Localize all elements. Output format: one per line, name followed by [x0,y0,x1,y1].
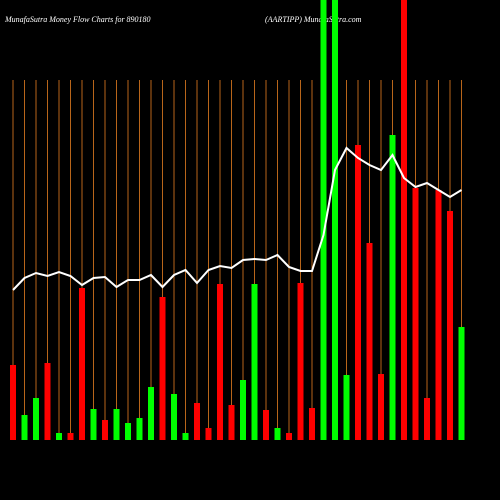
bar [447,211,453,440]
bar [217,284,223,440]
bar [332,0,338,440]
bar [113,409,120,440]
bar [355,145,361,440]
bar [21,415,28,440]
bar [286,433,292,440]
bar [263,410,269,440]
bar [274,428,281,440]
bar [251,284,258,440]
money-flow-line [12,146,463,291]
bar [33,398,39,440]
bar [458,327,465,440]
bar [171,394,177,440]
bar [125,423,131,440]
bar [44,363,51,440]
chart-title: MunafaSutra Money Flow Charts for 890180 [4,15,151,24]
bar [10,365,16,440]
bar [389,135,396,440]
bar [56,433,62,440]
bar [136,418,143,440]
bar [320,0,327,440]
bar [182,433,189,440]
bar [205,428,212,440]
bar [240,380,246,440]
bar [412,188,419,440]
bar [424,398,430,440]
bar [90,409,97,440]
bar [378,374,384,440]
bar [309,408,315,440]
bar [102,420,108,440]
bar [79,288,85,440]
bar [67,433,74,440]
chart-subtitle: (AARTIPP) MunafaSutra.com [265,15,362,24]
bar [435,190,442,440]
bar [297,283,304,440]
bar [159,297,166,440]
bar [228,405,235,440]
bar [194,403,200,440]
bar [343,375,350,440]
bar [366,243,373,440]
bar [148,387,154,440]
bar [401,0,407,440]
